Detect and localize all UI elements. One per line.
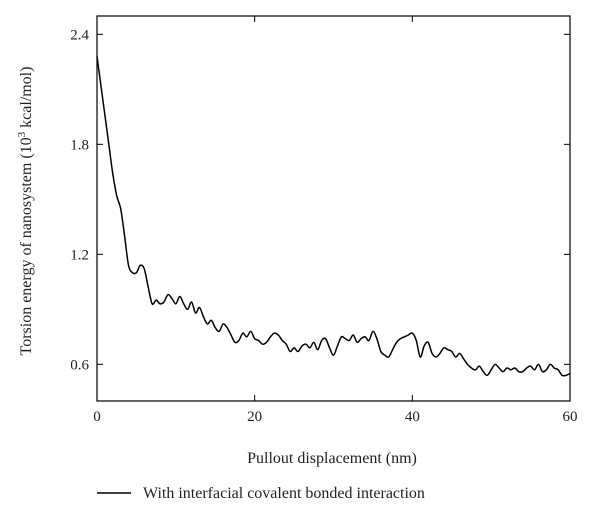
x-tick-label: 60 [563, 409, 578, 425]
x-tick-label: 0 [93, 409, 101, 425]
series-group [96, 56, 571, 377]
x-axis-label: Pullout displacement (nm) [247, 450, 417, 467]
y-tick-label: 1.2 [70, 247, 89, 263]
y-tick-label: 1.8 [70, 137, 89, 153]
y-axis-label: Torsion energy of nanosystem (103 kcal/m… [16, 67, 35, 356]
x-tick-label: 40 [405, 409, 420, 425]
legend-label: With interfacial covalent bonded interac… [143, 485, 425, 502]
y-axis-label-prefix: Torsion energy of nanosystem (10 [18, 137, 35, 355]
plot-frame [96, 15, 571, 402]
axes [96, 15, 571, 402]
series-line [96, 56, 571, 377]
tick-group: 0 20 40 60 0.6 1.2 1.8 2.4 [70, 16, 578, 425]
legend: With interfacial covalent bonded interac… [97, 485, 425, 502]
y-tick-label: 2.4 [70, 27, 89, 43]
y-axis-label-suffix: kcal/mol) [18, 67, 35, 132]
y-tick-label: 0.6 [70, 357, 89, 373]
y-axis-label-superscript: 3 [16, 131, 28, 137]
x-tick-label: 20 [247, 409, 262, 425]
